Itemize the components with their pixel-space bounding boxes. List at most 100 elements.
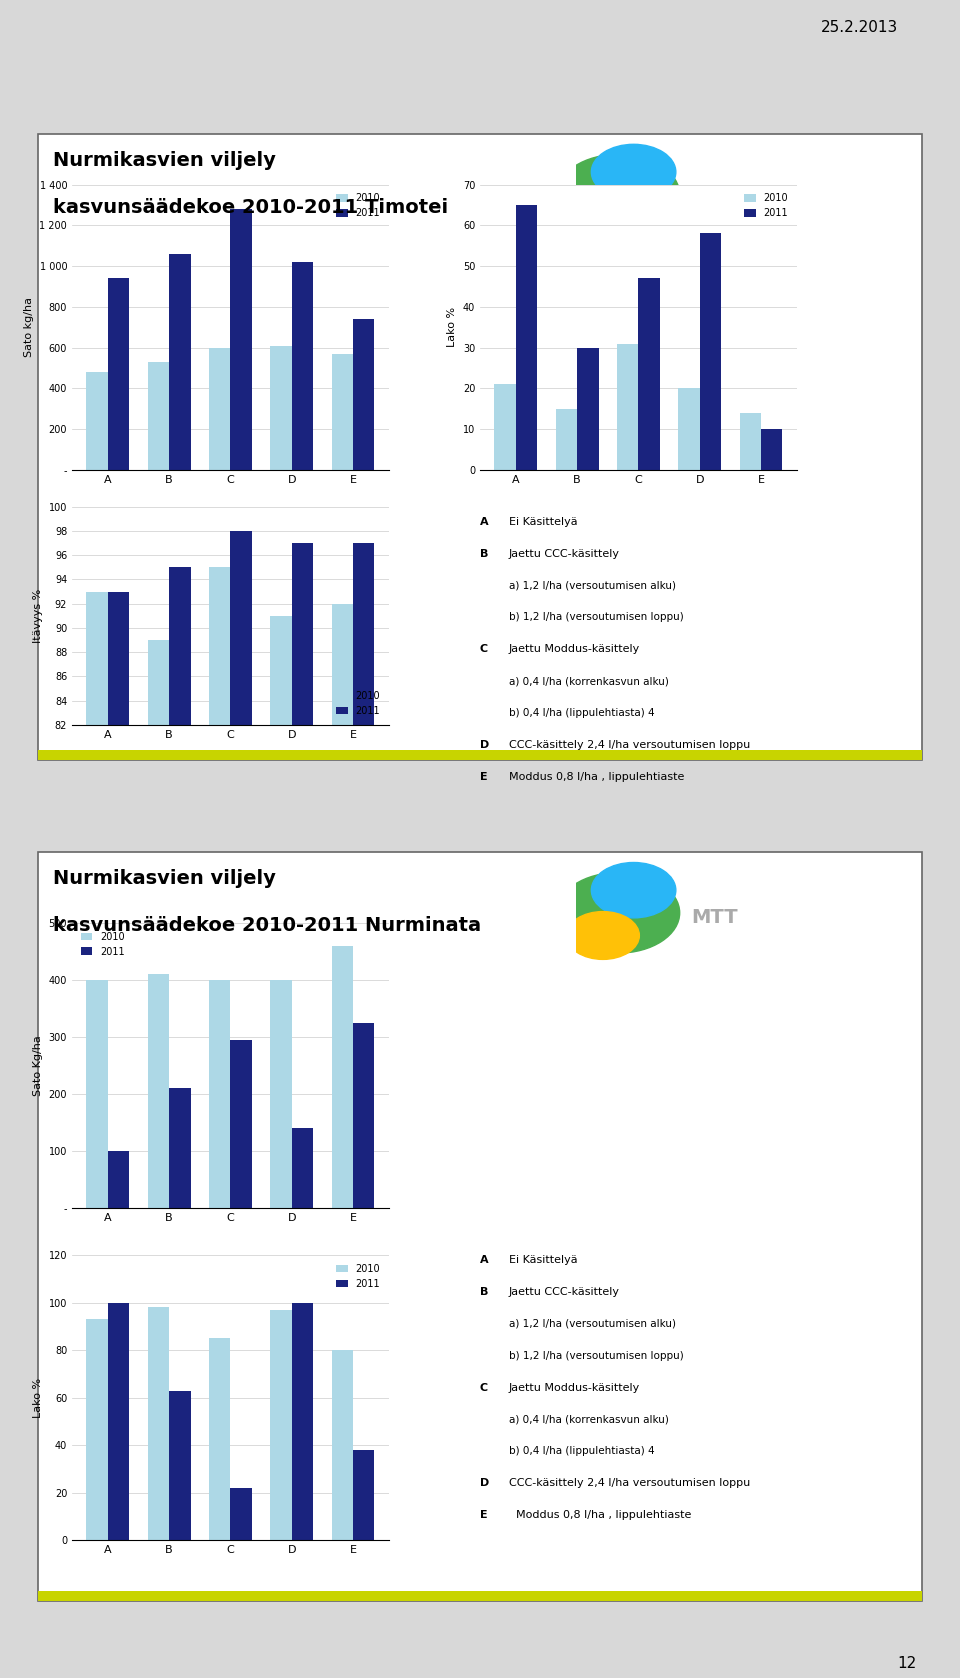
Bar [353,544,374,1678]
Text: D: D [480,1478,490,1488]
Y-axis label: Itävyys %: Itävyys % [34,589,43,643]
Bar [331,354,353,470]
Text: Jaettu Moddus-käsittely: Jaettu Moddus-käsittely [509,644,640,654]
Bar [739,413,761,470]
Bar [209,567,230,1678]
Bar [292,262,313,470]
Text: Moddus 0,8 l/ha , lippulehtiaste: Moddus 0,8 l/ha , lippulehtiaste [509,1510,691,1520]
Bar [700,233,721,470]
Bar [209,1339,230,1540]
Bar [331,946,353,1208]
Bar [353,1450,374,1540]
Bar [292,1302,313,1540]
Circle shape [591,862,676,918]
Text: C: C [480,644,488,654]
Bar [108,279,130,470]
Bar [108,1302,130,1540]
Text: CCC-käsittely 2,4 l/ha versoutumisen loppu: CCC-käsittely 2,4 l/ha versoutumisen lop… [509,1478,750,1488]
Bar [577,347,599,470]
Bar [270,346,292,470]
Bar [556,409,577,470]
Bar [86,1319,108,1540]
Text: a) 0,4 l/ha (korrenkasvun alku): a) 0,4 l/ha (korrenkasvun alku) [509,1415,669,1425]
Circle shape [566,911,639,960]
Bar [678,388,700,470]
Y-axis label: Lako %: Lako % [447,307,457,347]
Text: Ei Käsittelyä: Ei Käsittelyä [509,1255,577,1265]
Bar [270,980,292,1208]
Bar [331,604,353,1678]
Text: MTT: MTT [691,908,738,928]
Bar [270,1311,292,1540]
Legend: 2010, 2011: 2010, 2011 [332,190,384,221]
Bar [230,1488,252,1540]
Circle shape [591,144,676,200]
Text: D: D [480,740,490,750]
Text: b) 0,4 l/ha (lippulehtiasta) 4: b) 0,4 l/ha (lippulehtiasta) 4 [509,1446,655,1457]
Bar [331,1351,353,1540]
Bar [230,1040,252,1208]
Text: b) 1,2 l/ha (versoutumisen loppu): b) 1,2 l/ha (versoutumisen loppu) [509,1351,684,1361]
Bar [148,639,169,1678]
Text: A: A [480,517,489,527]
Text: A: A [480,1255,489,1265]
Text: CCC-käsittely 2,4 l/ha versoutumisen loppu: CCC-käsittely 2,4 l/ha versoutumisen lop… [509,740,750,750]
Text: 25.2.2013: 25.2.2013 [821,20,898,35]
Y-axis label: Lako %: Lako % [33,1378,43,1418]
Text: B: B [480,549,489,559]
Y-axis label: Sato Kg/ha: Sato Kg/ha [33,1035,43,1096]
Legend: 2010, 2011: 2010, 2011 [77,928,129,960]
Bar [209,347,230,470]
Bar [494,384,516,470]
Bar [148,1307,169,1540]
Text: C: C [480,1383,488,1393]
Text: 12: 12 [898,1656,917,1671]
Bar [169,567,191,1678]
Bar [86,980,108,1208]
Bar [148,362,169,470]
Text: Moddus 0,8 l/ha , lippulehtiaste: Moddus 0,8 l/ha , lippulehtiaste [509,772,684,782]
Text: Jaettu CCC-käsittely: Jaettu CCC-käsittely [509,549,620,559]
Bar [108,592,130,1678]
Text: E: E [480,772,488,782]
Bar [638,279,660,470]
Bar [516,205,538,470]
Bar [292,544,313,1678]
Text: MTT: MTT [691,190,738,210]
Bar [169,1089,191,1208]
Text: Jaettu CCC-käsittely: Jaettu CCC-käsittely [509,1287,620,1297]
Bar [86,592,108,1678]
Text: Jaettu Moddus-käsittely: Jaettu Moddus-käsittely [509,1383,640,1393]
Bar [230,530,252,1678]
Text: b) 0,4 l/ha (lippulehtiasta) 4: b) 0,4 l/ha (lippulehtiasta) 4 [509,708,655,718]
Bar [292,1128,313,1208]
Legend: 2010, 2011: 2010, 2011 [332,1260,384,1292]
Bar [353,1022,374,1208]
Bar [353,319,374,470]
Text: B: B [480,1287,489,1297]
Bar [270,616,292,1678]
Text: Nurmikasvien viljely: Nurmikasvien viljely [53,869,276,888]
Bar [209,980,230,1208]
Text: E: E [480,1510,488,1520]
Bar [617,344,638,470]
Bar [86,373,108,470]
Text: Nurmikasvien viljely: Nurmikasvien viljely [53,151,276,169]
Bar [108,1151,130,1208]
Text: kasvunsäädekoe 2010-2011 Nurminata: kasvunsäädekoe 2010-2011 Nurminata [53,916,481,935]
Circle shape [557,154,680,235]
Bar [230,210,252,470]
Bar [169,1391,191,1540]
Circle shape [557,873,680,953]
Bar [148,975,169,1208]
Text: a) 1,2 l/ha (versoutumisen alku): a) 1,2 l/ha (versoutumisen alku) [509,581,676,591]
Text: a) 1,2 l/ha (versoutumisen alku): a) 1,2 l/ha (versoutumisen alku) [509,1319,676,1329]
Bar [169,253,191,470]
Circle shape [566,193,639,242]
Text: Ei Käsittelyä: Ei Käsittelyä [509,517,577,527]
Text: b) 1,2 l/ha (versoutumisen loppu): b) 1,2 l/ha (versoutumisen loppu) [509,612,684,623]
Legend: 2010, 2011: 2010, 2011 [740,190,792,221]
Text: kasvunsäädekoe 2010-2011 Timotei: kasvunsäädekoe 2010-2011 Timotei [53,198,448,216]
Y-axis label: Sato kg/ha: Sato kg/ha [24,297,34,357]
Legend: 2010, 2011: 2010, 2011 [332,688,384,720]
